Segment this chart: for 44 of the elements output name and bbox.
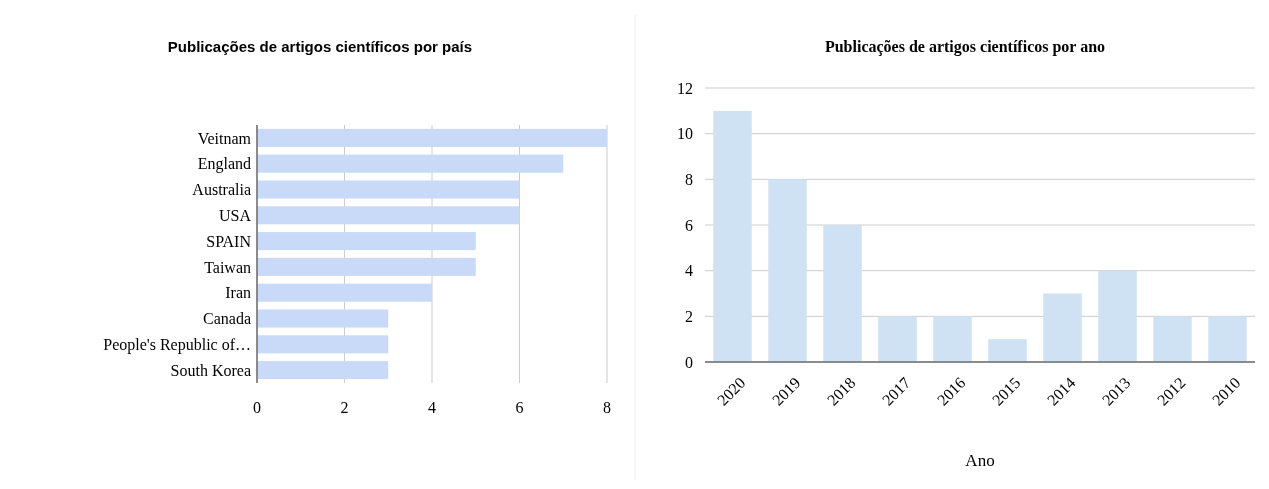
bar <box>257 257 476 276</box>
y-tick-label: South Korea <box>170 361 251 379</box>
bar <box>988 339 1027 362</box>
y-tick-label: Veitnam <box>197 129 252 147</box>
y-tick-label: 2 <box>685 307 693 325</box>
x-tick-label: 6 <box>515 399 524 416</box>
chart-title: Publicações de artigos científicos por país <box>167 38 473 55</box>
bar <box>257 361 389 380</box>
bar <box>1153 316 1192 362</box>
y-tick-label: Australia <box>192 181 251 199</box>
bar <box>768 179 807 362</box>
y-tick-label: 10 <box>677 125 693 143</box>
y-tick-label: 0 <box>685 353 693 371</box>
bar <box>878 316 917 362</box>
bar <box>257 232 476 251</box>
x-tick-label: 4 <box>428 399 436 416</box>
bar <box>257 154 564 173</box>
bar <box>1043 293 1082 362</box>
y-tick-label: England <box>197 155 251 174</box>
y-tick-label: SPAIN <box>206 232 252 250</box>
y-tick-label: People's Republic of… <box>103 335 251 354</box>
bar <box>713 110 752 362</box>
y-tick-label: 12 <box>677 79 693 97</box>
bar <box>257 335 389 354</box>
bar <box>257 283 432 302</box>
x-tick-label: 2 <box>340 399 349 416</box>
bar <box>257 206 520 225</box>
bar <box>257 180 520 199</box>
y-tick-label: Iran <box>225 284 251 302</box>
bar <box>1208 316 1247 362</box>
y-tick-label: USA <box>218 206 252 224</box>
bar <box>1098 270 1137 362</box>
x-tick-label: 8 <box>603 399 611 416</box>
bar <box>933 316 972 362</box>
bar <box>257 128 607 147</box>
x-axis-title: Ano <box>965 451 995 470</box>
bar <box>257 309 389 328</box>
y-tick-label: Taiwan <box>204 258 251 276</box>
y-tick-label: 8 <box>685 170 693 188</box>
chart-title: Publicações de artigos científicos por ano <box>824 38 1106 56</box>
y-tick-label: 6 <box>685 216 693 234</box>
y-tick-label: Canada <box>203 310 251 328</box>
bar <box>823 225 862 362</box>
y-tick-label: 4 <box>685 262 693 280</box>
